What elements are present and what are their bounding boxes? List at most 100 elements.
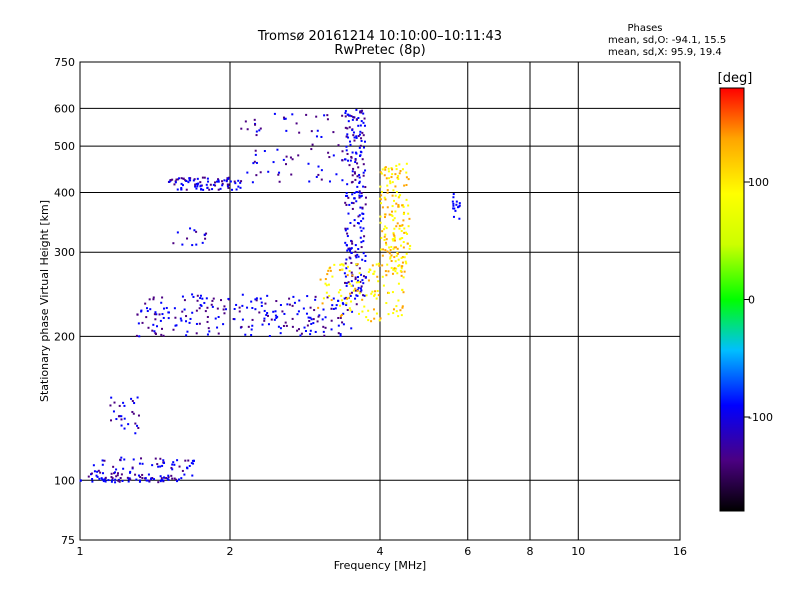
data-point: [361, 131, 364, 134]
data-point: [176, 459, 179, 462]
x-tick-label: 8: [527, 545, 534, 558]
data-point: [349, 159, 352, 162]
data-point: [328, 180, 331, 183]
data-point: [115, 468, 118, 471]
data-point: [321, 302, 324, 305]
data-point: [320, 178, 323, 181]
data-point: [351, 170, 354, 173]
data-point: [358, 182, 361, 185]
x-tick-label: 16: [673, 545, 687, 558]
data-point: [400, 314, 403, 317]
data-point: [385, 227, 388, 230]
data-point: [167, 474, 170, 477]
data-point: [316, 320, 319, 323]
data-point: [400, 229, 403, 232]
colorbar-ticks: 100 0 -100: [744, 176, 773, 424]
data-point: [348, 114, 351, 117]
data-point: [367, 271, 370, 274]
data-point: [120, 415, 123, 418]
data-point: [163, 461, 166, 464]
data-point: [357, 166, 360, 169]
data-point: [377, 280, 380, 283]
data-point: [381, 254, 384, 257]
data-point: [395, 267, 398, 270]
data-point: [181, 469, 184, 472]
data-point: [131, 466, 134, 469]
data-points: [79, 108, 461, 484]
data-point: [360, 229, 363, 232]
data-point: [254, 153, 257, 156]
data-point: [337, 291, 340, 294]
y-tick-label: 500: [54, 140, 75, 153]
data-point: [146, 479, 149, 482]
data-point: [351, 207, 354, 210]
data-point: [327, 151, 330, 154]
x-axis-ticks: 1 2 4 6 8 10 16: [77, 545, 688, 558]
colorbar-tick-label: -100: [748, 411, 773, 424]
data-point: [383, 228, 386, 231]
data-point: [192, 179, 195, 182]
data-point: [266, 314, 269, 317]
data-point: [92, 464, 95, 467]
data-point: [255, 130, 258, 133]
data-point: [358, 173, 361, 176]
data-point: [221, 180, 224, 183]
x-tick-label: 10: [571, 545, 585, 558]
data-point: [355, 152, 358, 155]
data-point: [192, 462, 195, 465]
data-point: [352, 202, 355, 205]
data-point: [303, 326, 306, 329]
data-point: [346, 249, 349, 252]
data-point: [247, 325, 250, 328]
data-point: [251, 307, 254, 310]
data-point: [331, 275, 334, 278]
data-point: [194, 185, 197, 188]
data-point: [304, 330, 307, 333]
data-point: [343, 297, 346, 300]
data-point: [107, 479, 110, 482]
data-point: [351, 274, 354, 277]
data-point: [347, 196, 350, 199]
data-point: [222, 323, 225, 326]
data-point: [283, 312, 286, 315]
data-point: [172, 328, 175, 331]
data-point: [347, 120, 350, 123]
y-tick-label: 100: [54, 474, 75, 487]
data-point: [401, 204, 404, 207]
data-point: [239, 181, 242, 184]
data-point: [394, 270, 397, 273]
data-point: [382, 248, 385, 251]
data-point: [350, 201, 353, 204]
data-point: [355, 294, 358, 297]
data-point: [129, 478, 132, 481]
data-point: [344, 229, 347, 232]
data-point: [227, 186, 230, 189]
data-point: [383, 235, 386, 238]
data-point: [161, 464, 164, 467]
data-point: [351, 284, 354, 287]
data-point: [275, 300, 278, 303]
data-point: [341, 150, 344, 153]
data-point: [385, 177, 388, 180]
data-point: [401, 168, 404, 171]
data-point: [132, 412, 135, 415]
data-point: [360, 120, 363, 123]
data-point: [345, 296, 348, 299]
data-point: [240, 180, 243, 183]
data-point: [145, 307, 148, 310]
data-point: [168, 180, 171, 183]
y-tick-label: 200: [54, 330, 75, 343]
data-point: [386, 184, 389, 187]
data-point: [192, 295, 195, 298]
data-point: [330, 319, 333, 322]
data-point: [127, 480, 130, 483]
data-point: [379, 185, 382, 188]
data-point: [314, 295, 317, 298]
data-point: [395, 305, 398, 308]
data-point: [277, 173, 280, 176]
data-point: [87, 475, 90, 478]
data-point: [359, 111, 362, 114]
data-point: [347, 136, 350, 139]
data-point: [267, 323, 270, 326]
